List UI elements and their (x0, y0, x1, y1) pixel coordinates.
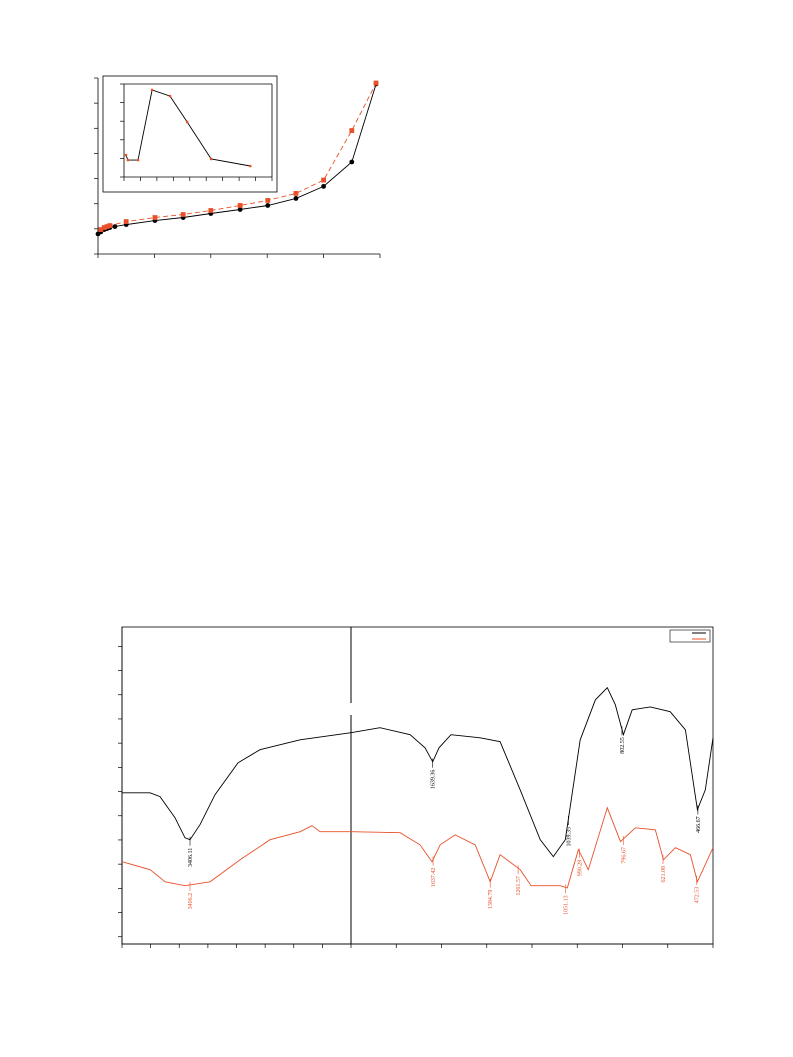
peak-label: 3406.2 (188, 893, 194, 910)
data-marker (265, 198, 271, 203)
data-marker (126, 158, 130, 162)
peak-label: 1261.57 (516, 876, 522, 896)
peak-label: 621.08 (661, 866, 667, 883)
peak-label: 466.67 (696, 816, 702, 833)
data-line (100, 82, 377, 230)
data-line (121, 806, 714, 889)
peak-label: 990.28 (577, 860, 583, 877)
data-marker (112, 224, 118, 229)
data-marker (293, 191, 299, 196)
data-line (125, 89, 251, 167)
data-marker (321, 183, 326, 189)
data-marker (209, 157, 213, 161)
data-marker (237, 207, 243, 212)
data-marker (101, 225, 107, 230)
peak-label: 796.67 (621, 847, 627, 864)
peak-label: 802.55 (620, 737, 626, 754)
data-line (122, 686, 714, 858)
data-marker (180, 212, 186, 217)
data-marker (237, 203, 243, 208)
data-marker (98, 227, 104, 233)
peak-label: 1384.79 (488, 890, 494, 910)
data-marker (248, 164, 252, 168)
spectrum-frame (121, 626, 714, 945)
data-marker (293, 196, 299, 201)
peak-label: 1051.13 (564, 895, 570, 915)
peak-label: 1639.36 (431, 770, 437, 790)
data-marker (185, 120, 189, 124)
peak-label: 3406.11 (188, 848, 194, 867)
legend-box (669, 629, 711, 643)
data-marker (349, 159, 355, 165)
data-marker (373, 80, 379, 86)
data-marker (152, 215, 158, 220)
data-line (97, 83, 377, 235)
inset-frame (102, 75, 278, 193)
data-marker (265, 203, 271, 208)
data-marker (168, 94, 172, 98)
peak-label: 1039.35 (566, 827, 572, 847)
data-marker (107, 223, 113, 228)
peak-label: 472.53 (695, 887, 701, 904)
data-marker (136, 158, 140, 162)
data-marker (123, 219, 129, 224)
data-marker (321, 177, 326, 183)
data-marker (150, 88, 154, 92)
peak-label: 1637.42 (431, 868, 437, 888)
data-marker (124, 153, 128, 157)
data-marker (349, 128, 355, 133)
data-marker (208, 208, 214, 213)
data-marker (104, 224, 110, 229)
